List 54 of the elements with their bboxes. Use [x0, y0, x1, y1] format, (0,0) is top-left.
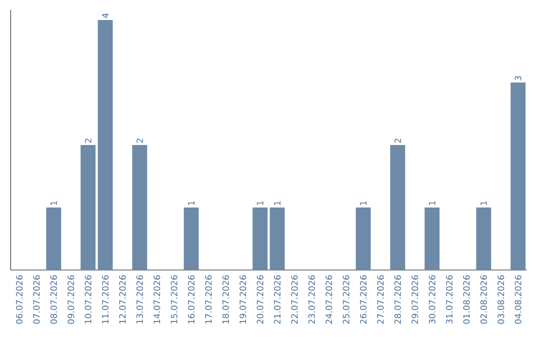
data-label: 1	[428, 201, 436, 205]
data-label: 2	[394, 138, 401, 143]
data-label: 4	[102, 13, 108, 18]
x-tick-label: 09.07.2026	[68, 275, 74, 324]
bar	[184, 208, 199, 270]
bar	[252, 208, 268, 270]
data-label: 2	[84, 138, 92, 143]
data-label: 1	[360, 201, 366, 205]
x-tick-label: 01.08.2026	[463, 275, 470, 324]
x-tick-label: 29.07.2026	[412, 275, 418, 324]
x-tick-label: 06.07.2026	[16, 275, 23, 324]
x-tick-label: 17.07.2026	[205, 275, 212, 324]
x-tick-label: 16.07.2026	[188, 275, 195, 324]
bar	[132, 145, 148, 270]
x-tick-label: 11.07.2026	[102, 275, 109, 324]
x-tick-label: 10.07.2026	[84, 275, 92, 324]
x-tick-label: 18.07.2026	[222, 275, 229, 324]
x-tick-label: 23.07.2026	[308, 275, 315, 324]
data-label: 1	[274, 201, 280, 205]
x-tick-label: 26.07.2026	[360, 275, 367, 324]
data-label: 3	[514, 76, 522, 80]
x-tick-label: 27.07.2026	[377, 275, 384, 324]
x-tick-label: 08.07.2026	[50, 275, 57, 324]
x-tick-label: 03.08.2026	[498, 275, 504, 324]
x-tick-label: 02.08.2026	[480, 275, 487, 324]
bar	[356, 208, 371, 270]
x-tick-label: 24.07.2026	[326, 275, 332, 324]
x-tick-label: 22.07.2026	[291, 275, 298, 324]
data-label: 1	[256, 201, 264, 205]
x-tick-label: 31.07.2026	[446, 275, 453, 324]
x-tick-label: 15.07.2026	[170, 275, 178, 324]
bar	[80, 145, 96, 270]
x-tick-label: 25.07.2026	[342, 275, 350, 324]
data-label: 1	[480, 201, 487, 205]
x-tick-label: 13.07.2026	[136, 275, 143, 324]
x-tick-label: 20.07.2026	[256, 275, 264, 324]
bar	[476, 208, 492, 270]
bar	[510, 82, 526, 270]
data-label: 1	[50, 201, 57, 205]
x-tick-label: 12.07.2026	[119, 275, 126, 324]
x-tick-label: 28.07.2026	[394, 275, 401, 324]
bar	[390, 145, 406, 270]
bar	[424, 208, 440, 270]
data-label: 2	[136, 138, 143, 143]
x-tick-label: 04.08.2026	[514, 275, 522, 324]
x-tick-label: 21.07.2026	[274, 275, 281, 324]
x-tick-label: 30.07.2026	[428, 275, 436, 324]
x-tick-label: 14.07.2026	[154, 275, 160, 324]
x-tick-label: 19.07.2026	[240, 275, 246, 324]
data-label: 1	[188, 201, 194, 205]
bar	[270, 208, 285, 270]
bar	[46, 208, 62, 270]
x-tick-label: 07.07.2026	[33, 275, 40, 324]
bar	[98, 20, 113, 270]
